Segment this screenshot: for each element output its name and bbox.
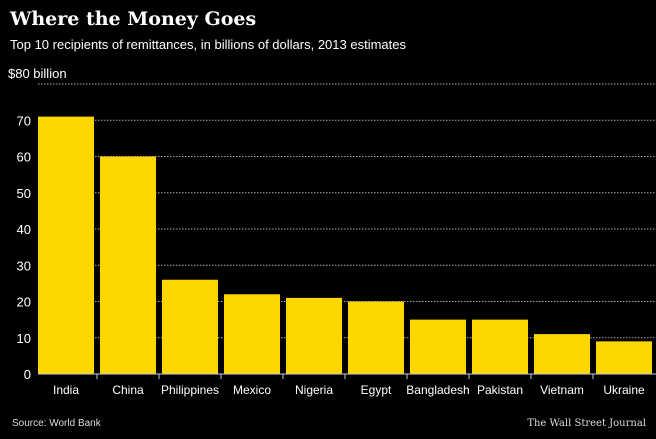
y-tick-label: 0 <box>24 367 31 382</box>
bar-mexico <box>224 294 280 374</box>
bar-nigeria <box>286 297 342 374</box>
x-tick-label: China <box>112 383 144 397</box>
bar-ukraine <box>596 341 652 374</box>
x-tick-label: Bangladesh <box>406 383 469 397</box>
bar-philippines <box>162 279 218 374</box>
bar-egypt <box>348 301 404 374</box>
credit-note: The Wall Street Journal <box>527 418 646 429</box>
x-tick-label: Philippines <box>161 383 219 397</box>
x-tick-label: Mexico <box>233 383 271 397</box>
y-tick-label: 20 <box>17 295 31 310</box>
bar-pakistan <box>472 319 528 374</box>
x-tick-label: Ukraine <box>603 383 645 397</box>
x-tick-label: Egypt <box>361 383 392 397</box>
chart-subtitle: Top 10 recipients of remittances, in bil… <box>10 37 406 52</box>
x-tick-label: Vietnam <box>540 383 584 397</box>
x-tick-label: Nigeria <box>295 383 333 397</box>
bar-china <box>100 156 156 374</box>
source-note: Source: World Bank <box>12 418 101 429</box>
y-tick-label: 70 <box>17 113 31 128</box>
chart-title: Where the Money Goes <box>10 8 257 30</box>
x-tick-label: Pakistan <box>477 383 523 397</box>
y-tick-label: 40 <box>17 222 31 237</box>
bar-bangladesh <box>410 319 466 374</box>
y-tick-label: 30 <box>17 258 31 273</box>
y-tick-label: 60 <box>17 150 31 165</box>
x-tick-label: India <box>53 383 79 397</box>
bar-vietnam <box>534 334 590 374</box>
y-tick-label: 50 <box>17 186 31 201</box>
y-tick-label: $80 billion <box>8 66 67 81</box>
bar-india <box>38 116 94 374</box>
y-tick-label: 10 <box>17 331 31 346</box>
